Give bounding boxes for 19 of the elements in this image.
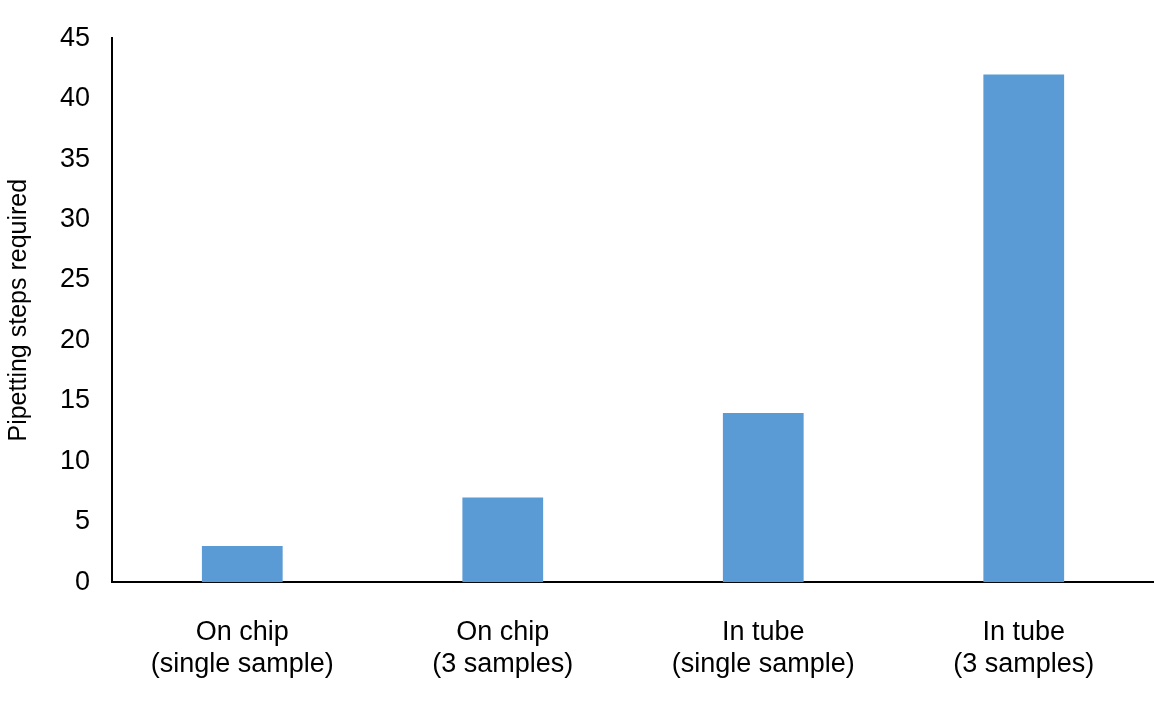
x-tick-label: On chip (3 samples) [432,615,574,679]
bar [983,74,1065,583]
x-tick-label: In tube (3 samples) [953,615,1095,679]
y-tick-label: 15 [59,384,91,415]
y-tick-label: 30 [59,202,91,233]
y-tick-label: 40 [59,82,91,113]
y-tick-label: 10 [59,444,91,475]
y-tick-label: 45 [59,21,91,52]
x-tick-label: In tube (single sample) [671,615,855,679]
y-tick-label: 35 [59,142,91,173]
y-axis-title: Pipetting steps required [2,178,31,442]
y-tick-label: 25 [59,263,91,294]
bar [722,412,804,583]
y-tick-label: 20 [59,323,91,354]
x-tick-label: On chip (single sample) [150,615,334,679]
y-tick-label: 0 [75,565,91,596]
y-tick-label: 5 [75,505,91,536]
bar [462,497,544,583]
bar [201,545,283,583]
